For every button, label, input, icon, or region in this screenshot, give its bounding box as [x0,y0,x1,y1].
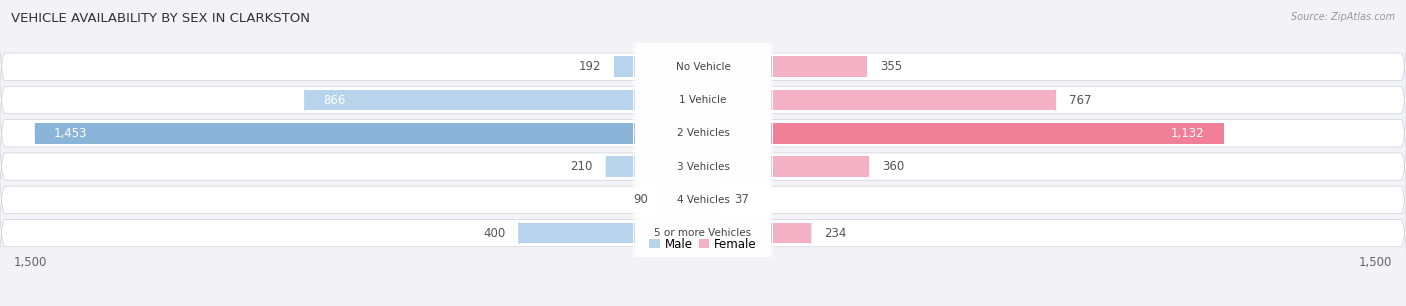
Text: 4 Vehicles: 4 Vehicles [676,195,730,205]
Bar [519,223,703,243]
Text: Source: ZipAtlas.com: Source: ZipAtlas.com [1291,12,1395,22]
Bar [703,57,866,77]
Bar [703,90,1056,110]
Bar [662,189,703,210]
Text: 210: 210 [571,160,593,173]
Bar [703,123,1223,144]
Text: 1,132: 1,132 [1171,127,1205,140]
FancyBboxPatch shape [633,0,773,306]
Text: 400: 400 [484,226,506,240]
Bar [703,189,720,210]
Bar [606,156,703,177]
Text: 767: 767 [1069,94,1091,106]
Bar [305,90,703,110]
Bar [703,223,810,243]
Text: VEHICLE AVAILABILITY BY SEX IN CLARKSTON: VEHICLE AVAILABILITY BY SEX IN CLARKSTON [11,12,311,25]
Text: 1,500: 1,500 [1358,256,1392,269]
Text: 2 Vehicles: 2 Vehicles [676,128,730,138]
Text: 234: 234 [824,226,846,240]
Bar [35,123,703,144]
Text: 90: 90 [633,193,648,206]
Text: 5 or more Vehicles: 5 or more Vehicles [654,228,752,238]
Text: 3 Vehicles: 3 Vehicles [676,162,730,172]
Text: 37: 37 [734,193,748,206]
Text: 355: 355 [880,60,903,73]
Text: No Vehicle: No Vehicle [675,62,731,72]
Text: 866: 866 [323,94,346,106]
Bar [614,57,703,77]
FancyBboxPatch shape [633,0,773,306]
Text: 1 Vehicle: 1 Vehicle [679,95,727,105]
Text: 1,453: 1,453 [53,127,87,140]
Legend: Male, Female: Male, Female [645,233,761,256]
FancyBboxPatch shape [633,0,773,306]
FancyBboxPatch shape [633,0,773,306]
Text: 1,500: 1,500 [14,256,48,269]
Text: 360: 360 [882,160,904,173]
FancyBboxPatch shape [633,0,773,306]
Bar [703,156,869,177]
FancyBboxPatch shape [633,0,773,306]
Text: 192: 192 [578,60,600,73]
